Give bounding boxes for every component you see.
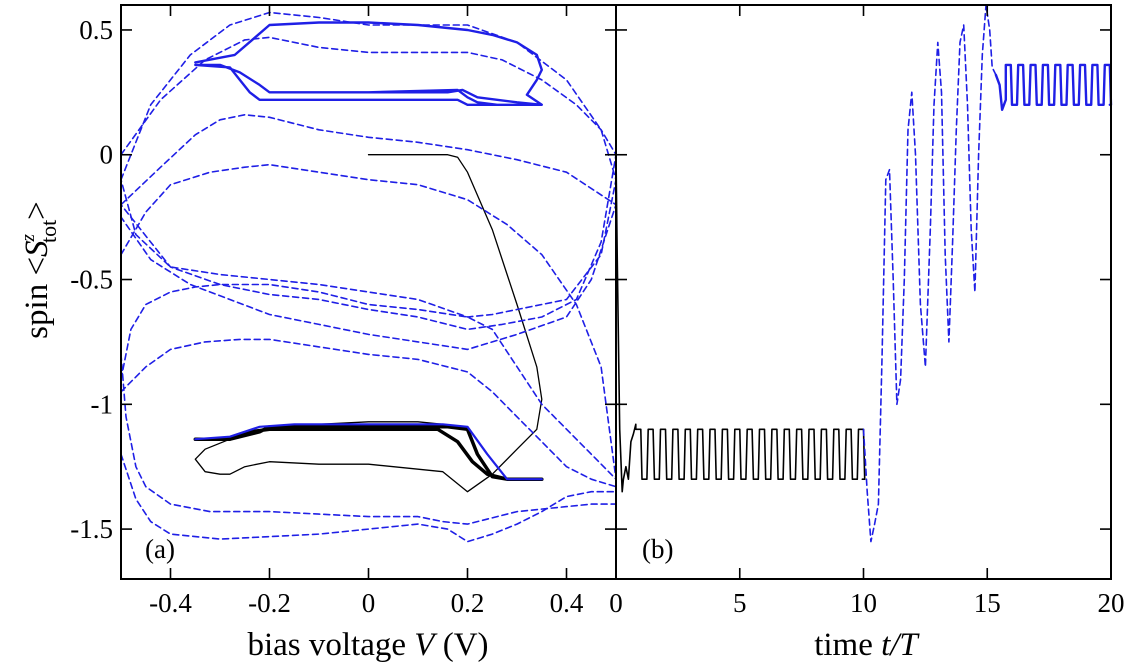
panel-b-x-tick-label: 0 (609, 588, 623, 618)
panel-a-ticks: -0.4 -0.2 0 0.2 0.4 0.5 0 -0.5 -1 -1.5 (70, 5, 616, 618)
panel-b-label: (b) (642, 534, 673, 564)
panel-b-series (615, 4, 1113, 543)
y-axis-label-subscript: tot (36, 220, 61, 243)
panel-b-ticks: 0 5 10 15 20 (609, 5, 1125, 618)
x-axis-label-prefix: time (814, 627, 881, 663)
panel-a-series-10 (120, 353, 617, 525)
x-axis-label-variable: t/T (881, 627, 920, 663)
y-axis-label-suffix: > (19, 201, 55, 220)
panel-a-series-7 (120, 163, 617, 481)
panel-b-x-tick-label: 10 (850, 588, 877, 618)
panel-a-series-5 (120, 36, 617, 331)
panel-a-series (120, 11, 617, 543)
panel-b-x-tick-label: 15 (974, 588, 1001, 618)
y-tick-label: -1.5 (70, 514, 113, 544)
panel-b-series-2 (994, 63, 1113, 112)
panel-a-x-tick-label: 0.4 (550, 588, 584, 618)
panel-a-series-2 (194, 423, 543, 481)
y-tick-label: 0.5 (79, 15, 113, 45)
panel-a-label: (a) (145, 534, 175, 564)
panel-b-series-1 (862, 4, 997, 543)
panel-a-x-tick-label: -0.4 (149, 588, 192, 618)
panel-a-x-tick-label: 0 (362, 588, 376, 618)
panel-b-series-0 (615, 153, 866, 493)
y-axis-label-symbol: S (19, 240, 55, 257)
x-axis-label-variable: V (414, 627, 438, 663)
panel-a-series-9 (120, 338, 617, 488)
panel-a-x-tick-label: -0.2 (248, 588, 291, 618)
y-tick-label: 0 (100, 140, 114, 170)
x-axis-label-unit: (V) (434, 627, 488, 663)
panel-a-series-4 (120, 11, 617, 318)
x-axis-label-prefix: bias voltage (247, 627, 414, 663)
panel-b-x-tick-label: 5 (733, 588, 747, 618)
panel-a-x-tick-label: 0.2 (451, 588, 485, 618)
y-axis-label-superscript: z (18, 233, 39, 242)
panel-a-series-6 (120, 114, 617, 351)
panel-b: 0 5 10 15 20 (b) time t/T (609, 4, 1125, 663)
panel-a-series-1 (193, 425, 544, 481)
panel-a-series-11 (120, 453, 617, 543)
panel-b-x-axis-label: time t/T (814, 627, 920, 663)
panel-a-series-8 (120, 283, 617, 481)
panel-a-x-axis-label: bias voltage V (V) (247, 627, 488, 663)
y-axis-label: spin <Sztot> (18, 201, 61, 339)
panel-a-series-0 (194, 154, 543, 493)
panel-b-x-tick-label: 20 (1098, 588, 1125, 618)
y-tick-label: -1 (91, 389, 114, 419)
panel-a: -0.4 -0.2 0 0.2 0.4 0.5 0 -0.5 -1 -1.5 (a) bias v… (18, 4, 617, 663)
panel-a-series-3 (194, 21, 543, 107)
y-axis-label-prefix: spin < (19, 257, 55, 339)
y-tick-label: -0.5 (70, 265, 113, 295)
